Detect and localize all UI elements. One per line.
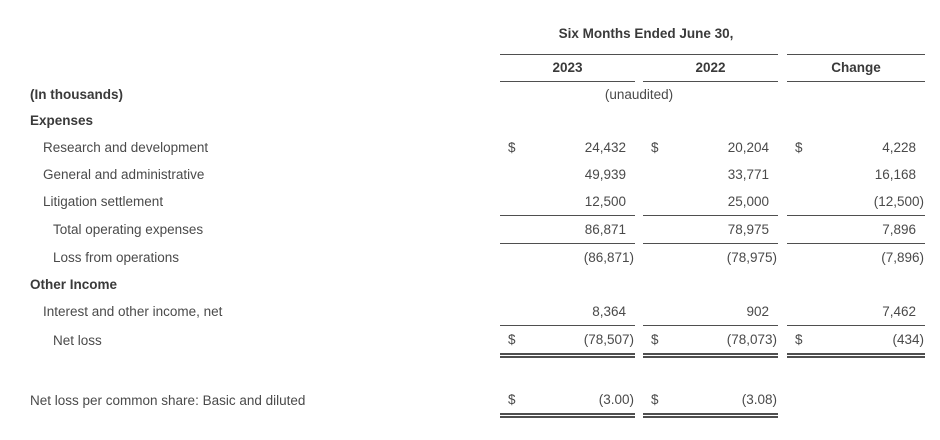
gap-cell [778, 216, 787, 244]
dollar-sign: $ [643, 386, 675, 418]
table-row-total-operating-expenses: Total operating expenses 86,871 78,975 7… [0, 215, 940, 244]
header-row-columns: 2023 2022 Change [0, 54, 940, 82]
value-2022: (78,975) [726, 249, 778, 265]
change-top-rule [787, 25, 926, 55]
value-2023: 49,939 [584, 166, 626, 182]
table-row-interest-other-income: Interest and other income, net 8,364 902… [0, 298, 940, 326]
units-note: (In thousands) [30, 86, 123, 102]
value-2022: 33,771 [727, 166, 770, 182]
dollar-sign: $ [795, 139, 803, 155]
margin-cell [925, 244, 940, 272]
table-row-net-loss: Net loss $ (78,507) $ (78,073) $ (434) [0, 325, 940, 358]
gap-cell [778, 134, 787, 161]
row-label: Net loss [53, 332, 102, 348]
gap-cell [778, 188, 787, 216]
gap-cell [635, 244, 643, 272]
value-2022: 25,000 [675, 188, 779, 216]
table-row-research-development: Research and development $ 24,432 $ 20,2… [0, 134, 940, 161]
period-header: Six Months Ended June 30, [500, 25, 779, 55]
value-2022: (78,073) [675, 325, 779, 358]
row-label: Total operating expenses [53, 221, 204, 237]
column-header-2023: 2023 [500, 54, 635, 82]
section-label: Expenses [30, 112, 94, 128]
gap-cell [635, 188, 643, 216]
gap-cell [635, 326, 643, 356]
row-label: Litigation settlement [43, 194, 164, 209]
gap-cell [635, 298, 643, 326]
gap-cell [778, 82, 787, 108]
table-row-loss-from-operations: Loss from operations (86,871) (78,975) (… [0, 244, 940, 272]
gap-cell [635, 161, 643, 188]
value-change: 7,462 [819, 298, 926, 326]
value-2022: 902 [675, 298, 779, 326]
value-2023: (78,507) [532, 325, 635, 358]
margin-cell [925, 161, 940, 188]
margin-cell [925, 134, 940, 161]
dollar-sign: $ [651, 139, 659, 155]
unaudited-note: (unaudited) [604, 86, 674, 102]
header-row-notes: (In thousands) (unaudited) [0, 82, 940, 108]
gap-cell [778, 326, 787, 356]
margin-cell [925, 82, 940, 108]
value-2023: 12,500 [532, 188, 635, 216]
margin-cell [925, 326, 940, 356]
value-2022: 20,204 [727, 139, 770, 155]
gap-cell [635, 216, 643, 244]
value-2022: (3.08) [675, 386, 779, 418]
row-label: Interest and other income, net [43, 304, 223, 319]
gap-cell [778, 25, 787, 55]
value-change: (434) [819, 325, 926, 358]
value-2023: 8,364 [532, 298, 635, 326]
dollar-sign: $ [500, 325, 532, 358]
dollar-sign: $ [508, 139, 516, 155]
gap-cell [778, 161, 787, 188]
column-header-change: Change [787, 54, 926, 82]
row-label: Loss from operations [53, 249, 180, 265]
margin-cell [925, 216, 940, 244]
gap-cell [635, 386, 643, 416]
empty-cell [0, 25, 500, 55]
row-label: Research and development [43, 139, 209, 155]
spacer-row [0, 356, 940, 387]
gap-cell [778, 244, 787, 272]
section-label: Other Income [30, 276, 118, 292]
table-row-net-loss-per-share: Net loss per common share: Basic and dil… [0, 386, 940, 418]
dollar-sign: $ [643, 325, 675, 358]
gap-cell [635, 55, 643, 82]
table-row-general-administrative: General and administrative 49,939 33,771… [0, 161, 940, 188]
value-2023: (86,871) [583, 249, 634, 265]
value-change: (12,500) [819, 188, 926, 216]
financial-statement-table: Six Months Ended June 30, 2023 2022 Chan… [0, 25, 940, 418]
margin-cell [925, 25, 940, 55]
header-row-period: Six Months Ended June 30, [0, 25, 940, 55]
margin-cell [925, 55, 940, 82]
gap-cell [635, 134, 643, 161]
value-change: 7,896 [819, 215, 926, 244]
margin-cell [925, 298, 940, 326]
gap-cell [778, 386, 787, 416]
value-2022: 78,975 [675, 215, 779, 244]
gap-cell [778, 298, 787, 326]
margin-cell [925, 386, 940, 416]
value-change: (7,896) [881, 249, 925, 265]
column-header-2022: 2022 [643, 54, 779, 82]
value-change: 4,228 [882, 139, 917, 155]
dollar-sign: $ [787, 325, 820, 358]
value-change: 16,168 [874, 166, 917, 182]
empty-cell [0, 55, 500, 82]
value-2023: (3.00) [532, 386, 635, 418]
row-label: General and administrative [43, 166, 205, 182]
value-2023: 86,871 [532, 215, 635, 244]
table-row-litigation-settlement: Litigation settlement 12,500 25,000 (12,… [0, 188, 940, 216]
row-label: Net loss per common share: Basic and dil… [30, 393, 306, 408]
empty-cell [787, 82, 925, 108]
dollar-sign: $ [500, 386, 532, 418]
table-row-other-income-section: Other Income [0, 271, 940, 298]
margin-cell [925, 188, 940, 216]
gap-cell [778, 55, 787, 82]
table-row-expenses-section: Expenses [0, 107, 940, 134]
value-2023: 24,432 [584, 139, 626, 155]
